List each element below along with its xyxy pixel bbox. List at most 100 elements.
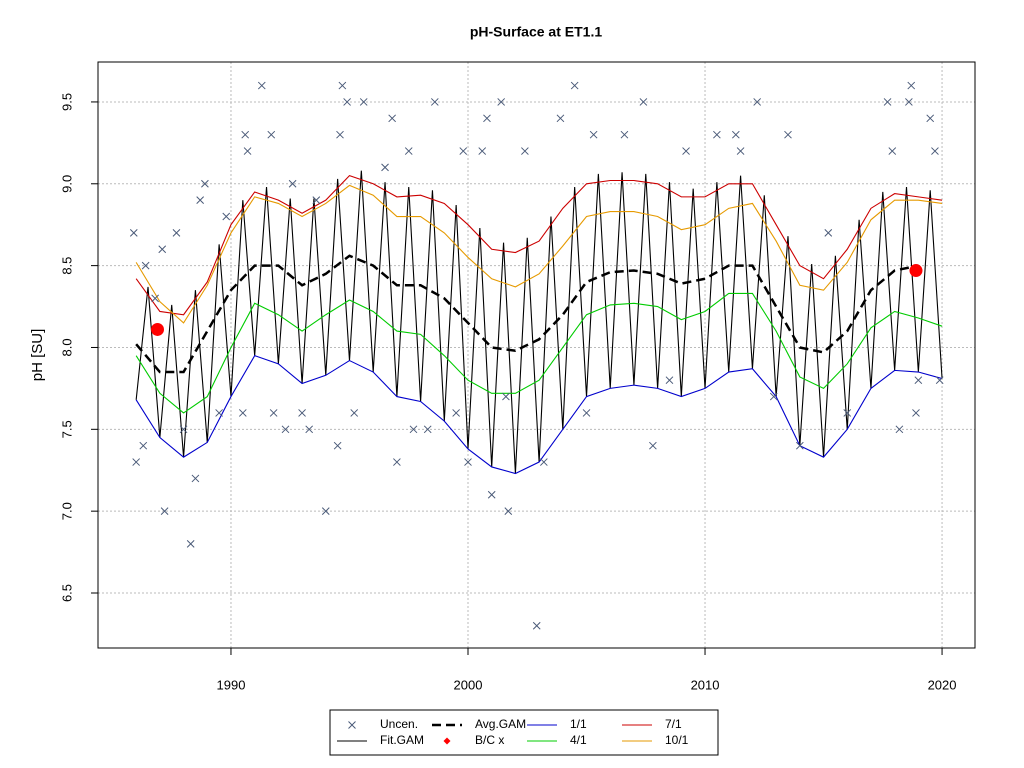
point <box>843 409 852 417</box>
point <box>179 425 188 434</box>
point <box>160 507 169 516</box>
point <box>404 147 413 155</box>
y-tick-label: 8.5 <box>59 257 74 275</box>
point <box>713 130 721 139</box>
point <box>895 425 904 434</box>
point <box>452 409 461 417</box>
point <box>141 261 150 270</box>
point <box>409 425 418 434</box>
point <box>257 81 266 90</box>
point <box>359 98 368 106</box>
point <box>158 245 167 254</box>
point <box>238 409 247 417</box>
point <box>333 441 342 450</box>
line <box>135 354 943 475</box>
point <box>888 147 897 155</box>
point <box>338 81 347 90</box>
point <box>388 114 397 123</box>
x-tick-label: 2020 <box>928 677 957 692</box>
point <box>914 376 923 385</box>
point <box>487 490 496 499</box>
point <box>649 441 657 450</box>
legend-label: Uncen. <box>380 717 418 731</box>
point <box>582 409 591 417</box>
point <box>907 81 916 90</box>
x-tick-label: 1990 <box>217 677 246 692</box>
y-axis-label: pH [SU] <box>29 329 46 382</box>
point <box>464 458 472 466</box>
line <box>135 174 943 316</box>
point <box>502 392 510 401</box>
line <box>135 184 943 324</box>
point <box>665 376 674 385</box>
y-tick-label: 7.5 <box>59 420 74 438</box>
point <box>150 322 164 336</box>
point <box>935 376 944 385</box>
point <box>682 147 690 155</box>
point <box>321 507 330 516</box>
point <box>795 441 804 450</box>
point <box>639 98 648 106</box>
legend-box <box>329 709 719 756</box>
line <box>135 254 919 374</box>
point <box>736 147 745 155</box>
point <box>241 130 250 139</box>
point <box>909 264 923 278</box>
point <box>172 229 181 237</box>
point <box>281 425 290 434</box>
point <box>151 294 159 303</box>
point <box>769 392 778 401</box>
y-tick-label: 9.0 <box>59 175 74 193</box>
point <box>305 425 314 434</box>
point <box>243 147 252 155</box>
legend-swatch <box>443 737 451 745</box>
point <box>926 114 935 123</box>
legend-label: 10/1 <box>665 733 689 747</box>
point <box>350 409 359 417</box>
legend-label: Avg.GAM <box>475 717 526 731</box>
point <box>824 229 833 237</box>
legend-swatch <box>348 721 356 729</box>
point <box>912 409 920 417</box>
point <box>129 229 138 237</box>
legend-label: 1/1 <box>570 717 587 731</box>
point <box>196 196 205 205</box>
point <box>459 147 468 155</box>
point <box>336 130 344 139</box>
point <box>215 409 223 417</box>
point <box>931 147 939 155</box>
legend-label: 4/1 <box>570 733 587 747</box>
point <box>521 147 529 155</box>
point <box>191 474 200 483</box>
line <box>135 292 943 414</box>
point <box>201 179 209 188</box>
point <box>298 409 306 417</box>
point <box>423 425 432 434</box>
point <box>267 130 276 139</box>
point <box>589 130 598 139</box>
point <box>381 163 389 172</box>
y-tick-label: 9.5 <box>59 93 74 111</box>
axes: 1990 2000 2010 2020 6.5 7.0 7.5 8.0 8.5 9.0 9.5 <box>59 93 956 693</box>
point <box>556 114 565 123</box>
legend: Uncen. Fit.GAM Avg.GAM B/C x 1/1 4/1 7/1 10/1 <box>329 709 719 756</box>
point <box>504 507 513 516</box>
point <box>620 130 629 139</box>
y-tick-label: 6.5 <box>59 584 74 602</box>
point <box>570 81 579 90</box>
point <box>784 130 792 139</box>
point <box>497 98 506 106</box>
point <box>753 98 762 106</box>
point <box>483 114 491 123</box>
point <box>222 212 231 221</box>
legend-label: B/C x <box>475 733 504 747</box>
x-tick-label: 2000 <box>454 677 483 692</box>
y-tick-label: 7.0 <box>59 502 74 520</box>
point <box>288 179 297 188</box>
point <box>478 147 487 155</box>
point <box>312 196 321 205</box>
point <box>883 98 892 106</box>
plot-area <box>129 81 944 630</box>
